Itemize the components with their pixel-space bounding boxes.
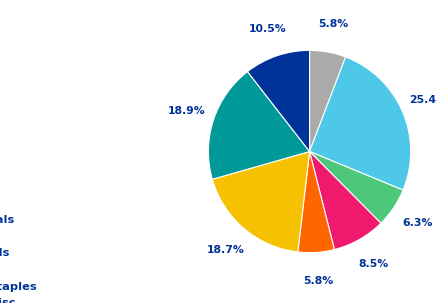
Text: 6.3%: 6.3%: [402, 218, 433, 228]
Wedge shape: [208, 72, 310, 179]
Text: 10.5%: 10.5%: [249, 24, 286, 34]
Text: 5.8%: 5.8%: [318, 19, 348, 29]
Wedge shape: [310, 50, 346, 152]
Wedge shape: [310, 152, 403, 223]
Text: 18.7%: 18.7%: [207, 245, 245, 255]
Wedge shape: [310, 57, 411, 190]
Legend: Financials, Energy, Materials, Utilities, Cons. Staples, Cons. Disc., Industrial: Financials, Energy, Materials, Utilities…: [0, 211, 39, 303]
Wedge shape: [298, 152, 334, 253]
Text: 5.8%: 5.8%: [303, 276, 333, 286]
Wedge shape: [310, 152, 381, 250]
Text: 25.4%: 25.4%: [409, 95, 436, 105]
Text: 8.5%: 8.5%: [358, 259, 388, 269]
Wedge shape: [212, 152, 310, 252]
Wedge shape: [248, 50, 310, 152]
Text: 18.9%: 18.9%: [167, 106, 205, 116]
